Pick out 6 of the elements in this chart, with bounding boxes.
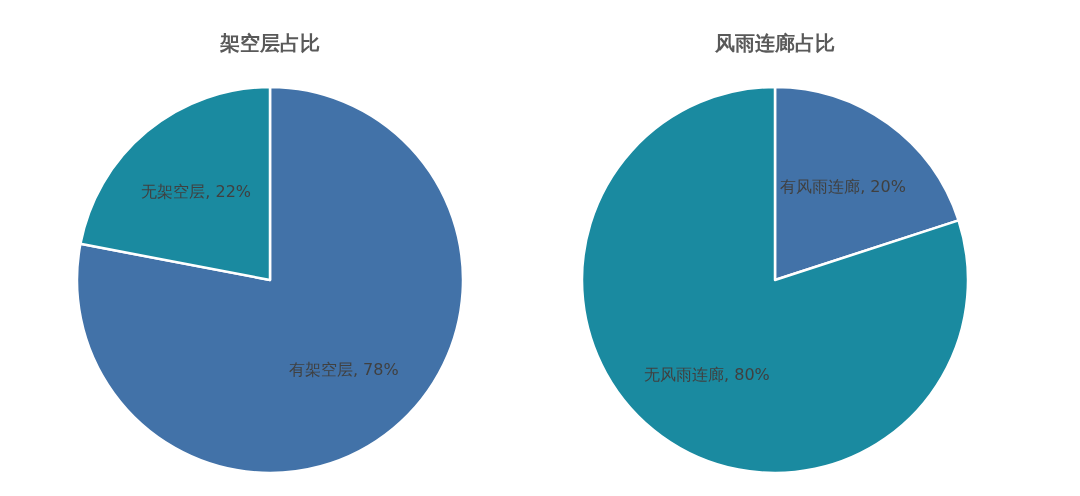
chart-title: 架空层占比 [219,31,320,55]
slice-label: 无风雨连廊, 80% [643,363,771,386]
slice-label: 有风雨连廊, 20% [779,176,907,199]
slice-label: 有架空层, 78% [287,359,400,382]
slice-label: 无架空层, 22% [140,180,253,203]
chart-title: 风雨连廊占比 [714,31,835,55]
